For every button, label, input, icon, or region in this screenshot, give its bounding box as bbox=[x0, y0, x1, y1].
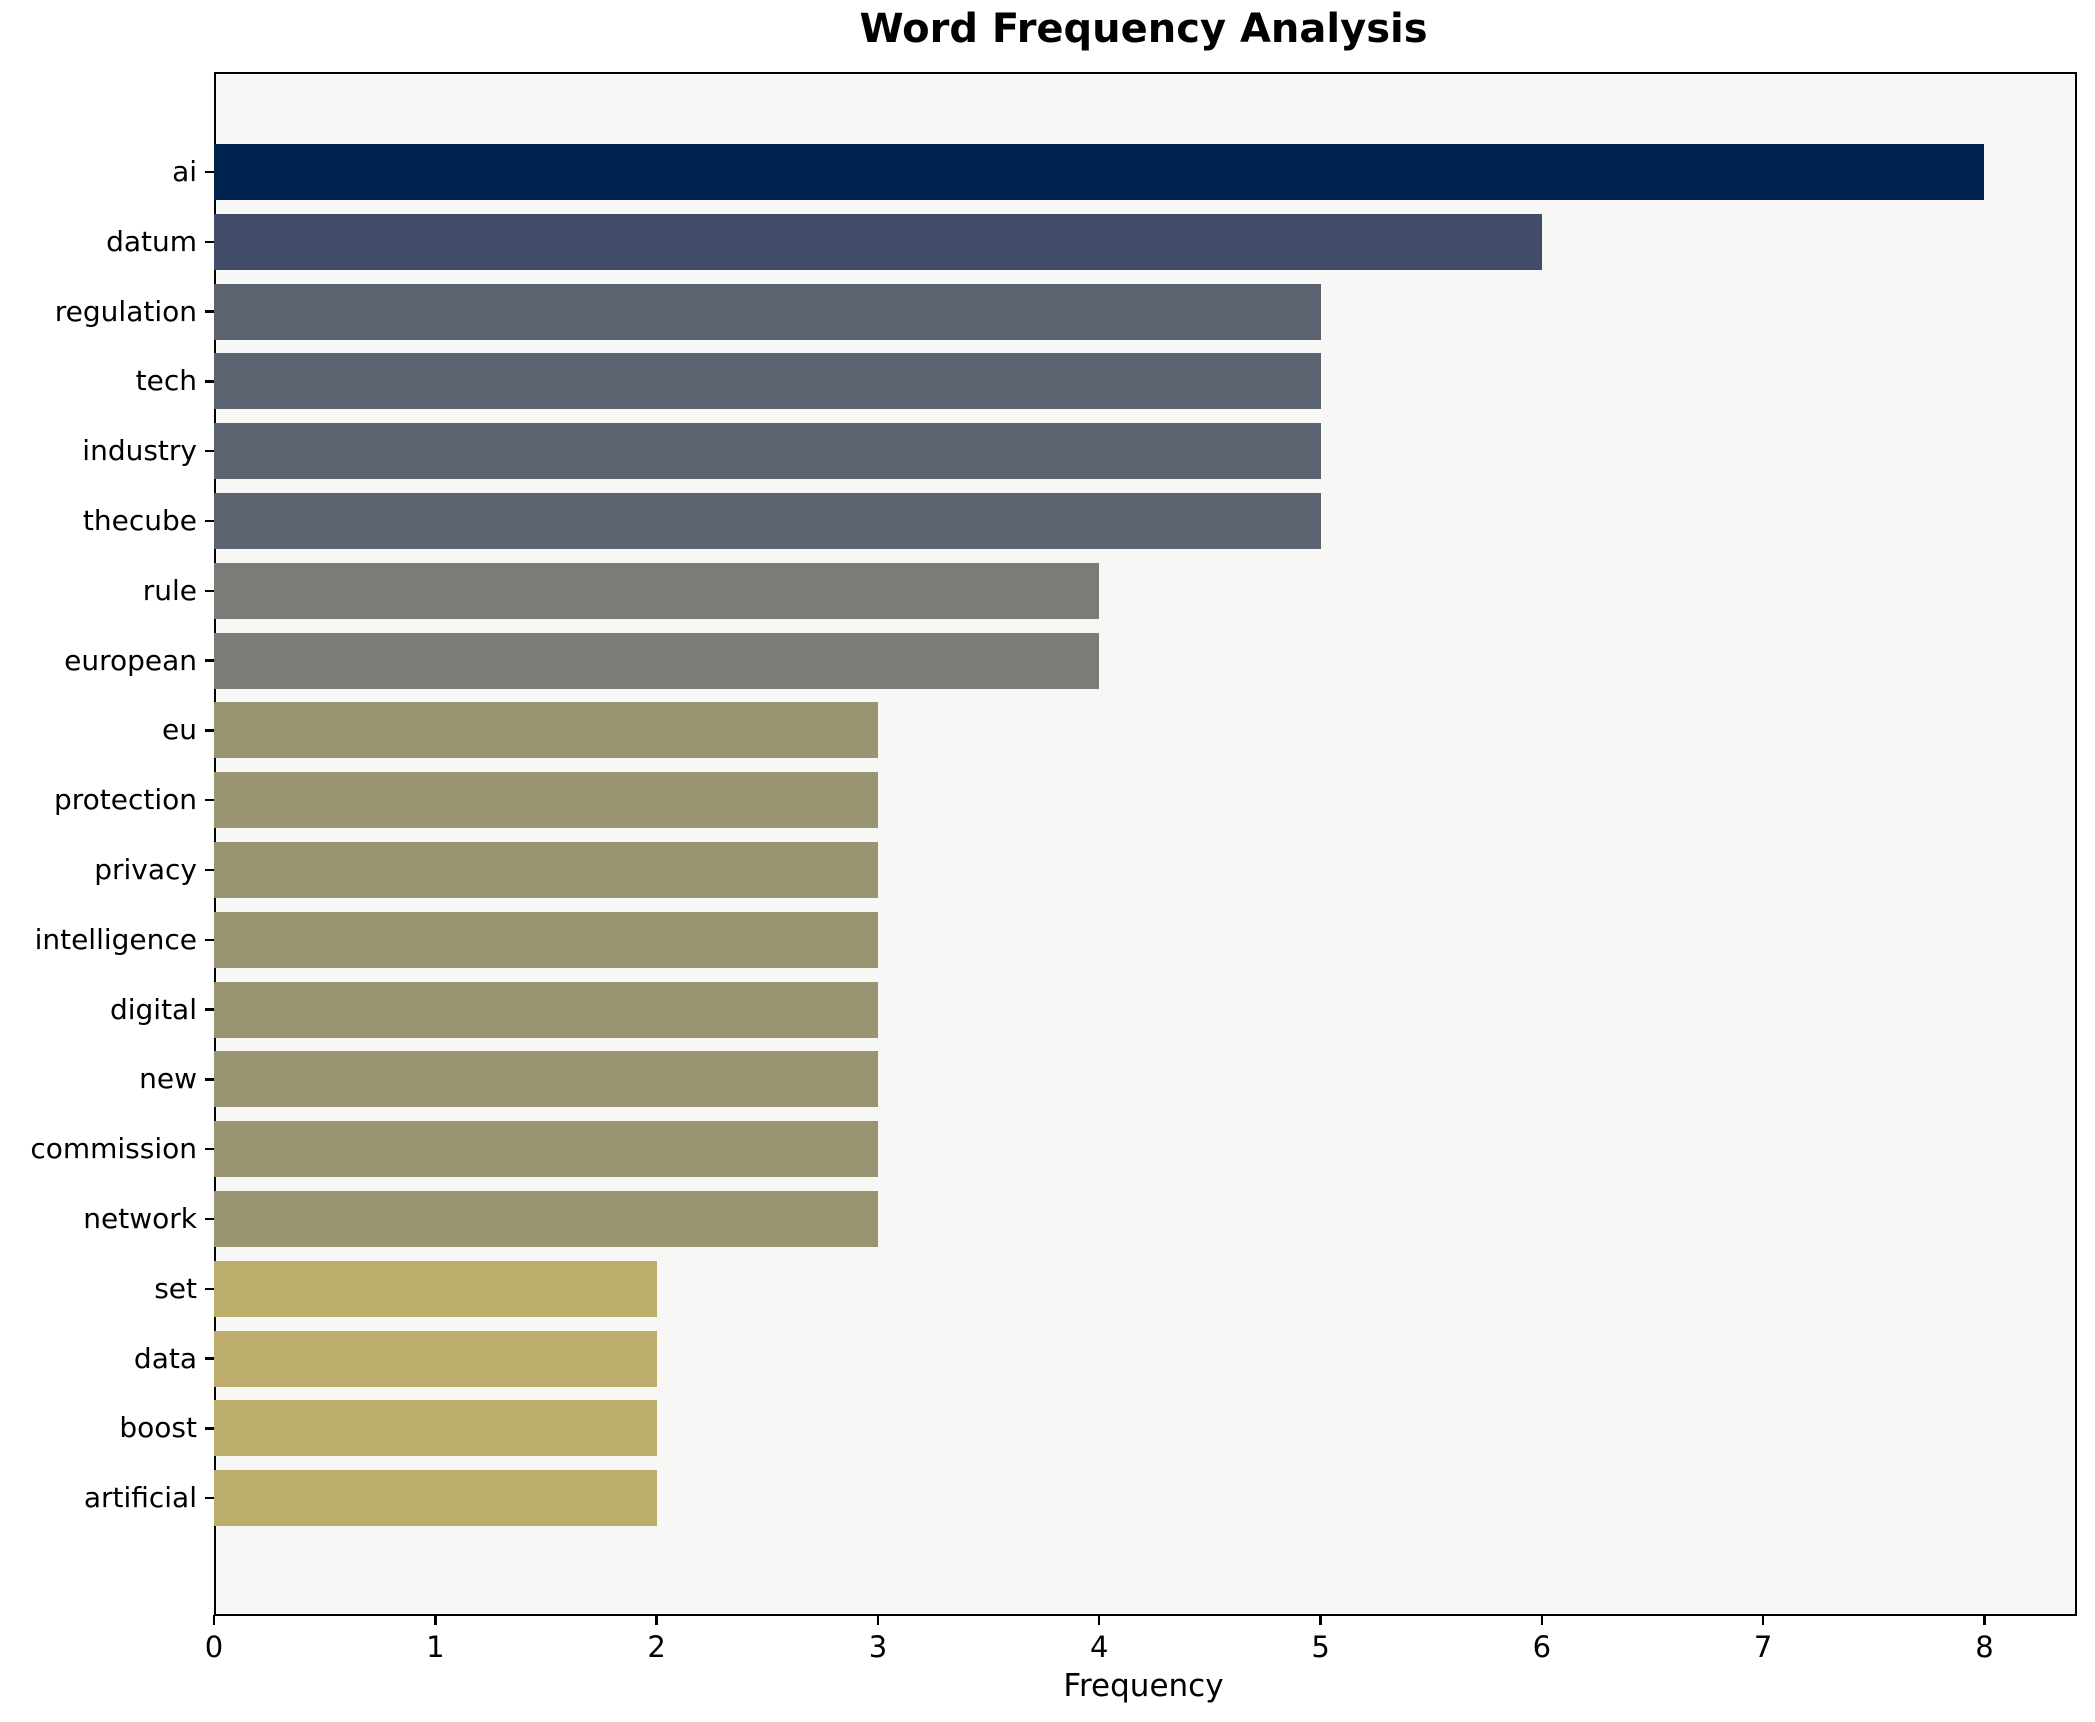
x-tick-label: 5 bbox=[1311, 1630, 1330, 1664]
y-tick-label: protection bbox=[53, 783, 197, 817]
x-tick-label: 6 bbox=[1532, 1630, 1552, 1664]
y-tick-mark bbox=[205, 519, 214, 523]
x-tick-mark bbox=[1540, 1614, 1544, 1625]
x-tick-mark bbox=[1761, 1614, 1765, 1625]
x-axis-label: Frequency bbox=[1063, 1668, 1224, 1704]
y-tick-mark bbox=[205, 380, 214, 383]
y-tick-mark bbox=[205, 729, 214, 732]
y-tick-mark bbox=[205, 1357, 214, 1360]
y-tick-label: intelligence bbox=[34, 922, 197, 956]
bar bbox=[214, 1400, 657, 1457]
bar bbox=[214, 1051, 878, 1108]
x-tick-label: 3 bbox=[868, 1630, 888, 1664]
x-tick-mark bbox=[212, 1614, 216, 1625]
y-tick-label: digital bbox=[109, 992, 197, 1026]
y-tick-label: datum bbox=[106, 224, 197, 258]
y-tick-label: commission bbox=[30, 1132, 197, 1166]
y-tick-label: rule bbox=[142, 573, 197, 607]
y-tick-mark bbox=[205, 1287, 214, 1291]
x-tick-label: 0 bbox=[204, 1630, 224, 1664]
bar bbox=[214, 1191, 878, 1247]
y-tick-mark bbox=[205, 310, 214, 313]
x-tick-label: 2 bbox=[647, 1630, 666, 1664]
bar bbox=[214, 632, 1100, 689]
x-tick-mark bbox=[655, 1614, 658, 1625]
y-tick-label: eu bbox=[162, 713, 197, 747]
bar bbox=[214, 144, 1985, 200]
bar bbox=[214, 1121, 878, 1178]
x-tick-mark bbox=[1983, 1614, 1986, 1625]
y-tick-mark bbox=[205, 659, 214, 662]
x-tick-mark bbox=[876, 1614, 880, 1625]
y-tick-mark bbox=[205, 798, 214, 802]
y-tick-label: european bbox=[64, 643, 197, 677]
y-tick-label: tech bbox=[135, 364, 197, 398]
x-tick-label: 7 bbox=[1753, 1630, 1773, 1664]
bar bbox=[214, 1330, 657, 1387]
y-tick-mark bbox=[205, 1427, 214, 1430]
bar bbox=[214, 842, 878, 898]
y-tick-mark bbox=[205, 589, 214, 593]
bar bbox=[214, 702, 878, 759]
y-tick-label: thecube bbox=[82, 504, 197, 537]
bar bbox=[214, 423, 1321, 480]
y-tick-label: artificial bbox=[83, 1481, 197, 1515]
y-tick-mark bbox=[205, 1147, 214, 1151]
y-tick-mark bbox=[205, 1008, 214, 1011]
chart-title: Word Frequency Analysis bbox=[859, 6, 1428, 52]
bar bbox=[214, 981, 878, 1038]
y-tick-label: privacy bbox=[94, 853, 197, 886]
x-tick-mark bbox=[1097, 1614, 1101, 1625]
y-tick-label: industry bbox=[82, 434, 197, 468]
x-tick-mark bbox=[434, 1614, 437, 1625]
bar bbox=[214, 772, 878, 829]
y-tick-mark bbox=[205, 868, 214, 872]
bar bbox=[214, 1260, 657, 1317]
bar bbox=[214, 1470, 657, 1527]
bar bbox=[214, 283, 1321, 340]
y-tick-mark bbox=[205, 1217, 214, 1221]
y-tick-label: new bbox=[139, 1062, 197, 1096]
y-tick-label: set bbox=[154, 1271, 197, 1305]
y-tick-mark bbox=[205, 1078, 214, 1081]
x-tick-label: 1 bbox=[426, 1630, 445, 1664]
y-tick-mark bbox=[205, 449, 214, 453]
y-tick-label: ai bbox=[172, 155, 197, 188]
bar bbox=[214, 493, 1321, 549]
y-tick-mark bbox=[205, 170, 214, 174]
bar bbox=[214, 213, 1542, 270]
y-tick-label: boost bbox=[119, 1411, 197, 1445]
x-tick-mark bbox=[1319, 1614, 1322, 1625]
bar bbox=[214, 562, 1100, 619]
y-tick-label: network bbox=[83, 1202, 197, 1235]
y-tick-label: data bbox=[133, 1341, 197, 1375]
bar bbox=[214, 911, 878, 968]
bar bbox=[214, 353, 1321, 410]
x-tick-label: 8 bbox=[1975, 1630, 1994, 1664]
y-tick-label: regulation bbox=[54, 294, 197, 328]
x-tick-label: 4 bbox=[1090, 1630, 1109, 1664]
y-tick-mark bbox=[205, 938, 214, 942]
y-tick-mark bbox=[205, 240, 214, 244]
y-tick-mark bbox=[205, 1496, 214, 1500]
